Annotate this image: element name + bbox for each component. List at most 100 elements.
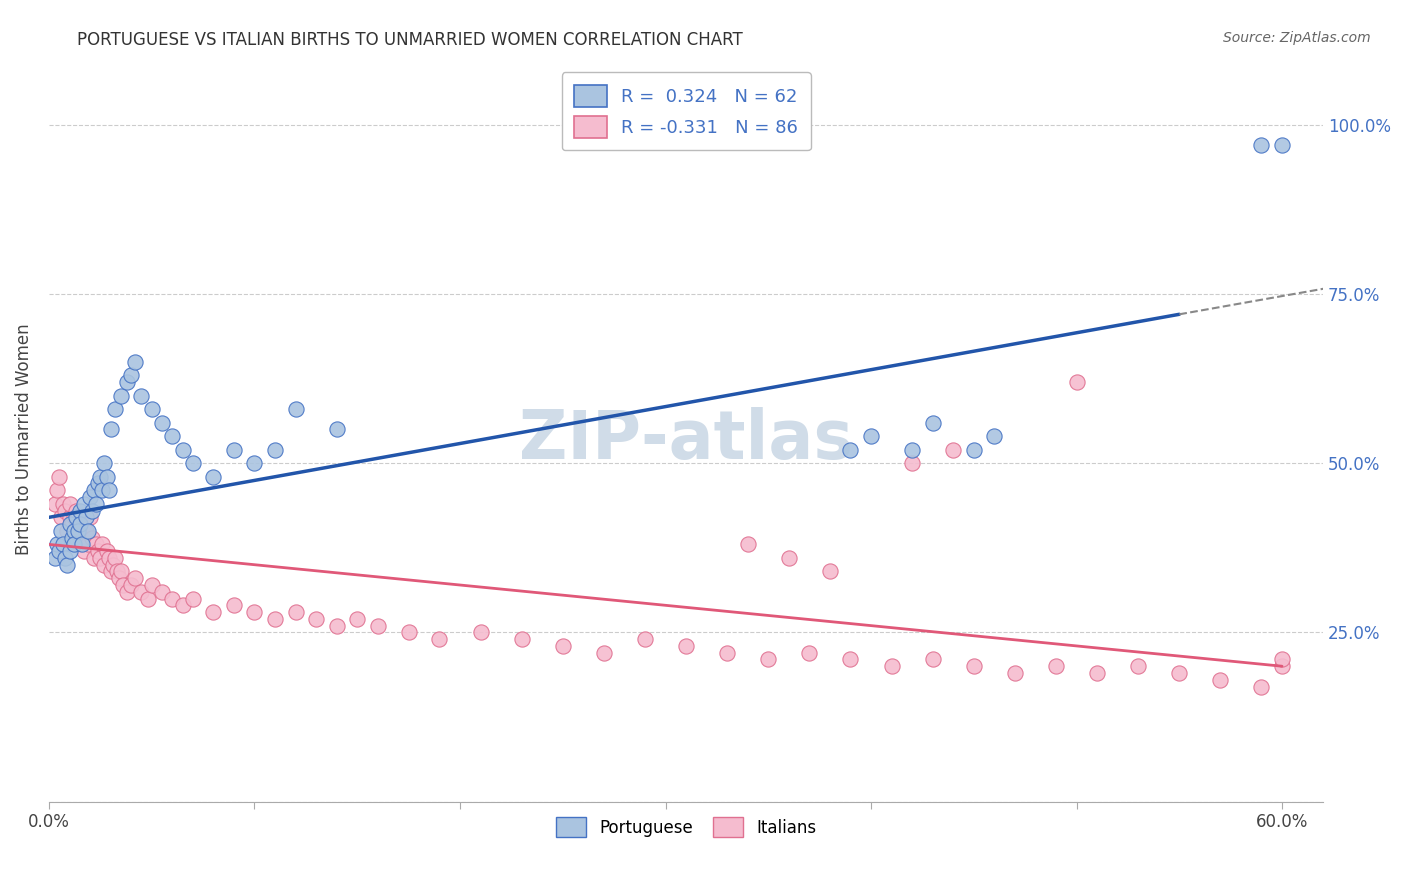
Point [51,524,73,538]
Point [115,375,138,389]
Point [58,497,80,511]
Point [89,469,111,483]
Point [55,550,77,565]
Point [901,442,924,457]
Point [963,659,986,673]
Point [66,524,89,538]
Point [131,584,153,599]
Point [69,537,91,551]
Point [346,612,368,626]
Point [48,469,70,483]
Point [58,544,80,558]
Point [162,591,184,606]
Point [983,429,1005,443]
Point [284,605,307,619]
Point [305,612,328,626]
Point [97,550,120,565]
Point [82,531,104,545]
Point [62,510,84,524]
Point [839,652,862,666]
Point [1271,652,1294,666]
Point [120,368,142,383]
Point [110,565,132,579]
Point [120,578,142,592]
Point [778,550,800,565]
Point [46,483,69,498]
Point [510,632,533,647]
Point [756,652,779,666]
Point [284,402,307,417]
Point [111,578,134,592]
Legend: Portuguese, Italians: Portuguese, Italians [550,810,823,844]
Point [73,544,96,558]
Point [551,639,574,653]
Point [222,599,245,613]
Point [1004,665,1026,680]
Point [644,131,666,145]
Point [91,537,114,551]
Point [82,503,104,517]
Point [136,591,159,606]
Point [880,659,903,673]
Point [243,605,266,619]
Point [70,531,93,545]
Point [222,442,245,457]
Point [60,517,83,532]
Point [243,456,266,470]
Point [66,517,89,532]
Point [48,544,70,558]
Point [69,517,91,532]
Point [1271,659,1294,673]
Point [44,497,66,511]
Point [592,646,614,660]
Point [429,632,451,647]
Point [202,469,225,483]
Point [124,354,146,368]
Point [51,510,73,524]
Point [79,510,101,524]
Point [101,558,124,572]
Point [141,578,163,592]
Point [83,483,105,498]
Point [89,550,111,565]
Point [264,612,287,626]
Point [398,625,420,640]
Text: ZIP­atlas: ZIP­atlas [519,407,853,473]
Point [87,544,110,558]
Point [83,550,105,565]
Point [1066,375,1088,389]
Point [56,558,79,572]
Point [921,416,943,430]
Point [131,388,153,402]
Point [79,490,101,504]
Point [69,524,91,538]
Point [62,524,84,538]
Point [75,524,97,538]
Point [1250,138,1272,153]
Point [634,632,657,647]
Point [55,503,77,517]
Point [470,625,492,640]
Point [108,571,131,585]
Point [675,639,697,653]
Point [150,584,173,599]
Point [202,605,225,619]
Y-axis label: Births to Unmarried Women: Births to Unmarried Women [15,324,32,556]
Point [84,497,107,511]
Point [96,469,118,483]
Point [69,503,91,517]
Point [737,537,759,551]
Point [264,442,287,457]
Point [46,537,69,551]
Point [93,456,115,470]
Point [1209,673,1232,687]
Point [77,524,100,538]
Point [77,537,100,551]
Point [52,497,75,511]
Point [93,558,115,572]
Point [675,131,697,145]
Point [75,510,97,524]
Point [73,497,96,511]
Text: PORTUGUESE VS ITALIAN BIRTHS TO UNMARRIED WOMEN CORRELATION CHART: PORTUGUESE VS ITALIAN BIRTHS TO UNMARRIE… [77,31,744,49]
Point [62,524,84,538]
